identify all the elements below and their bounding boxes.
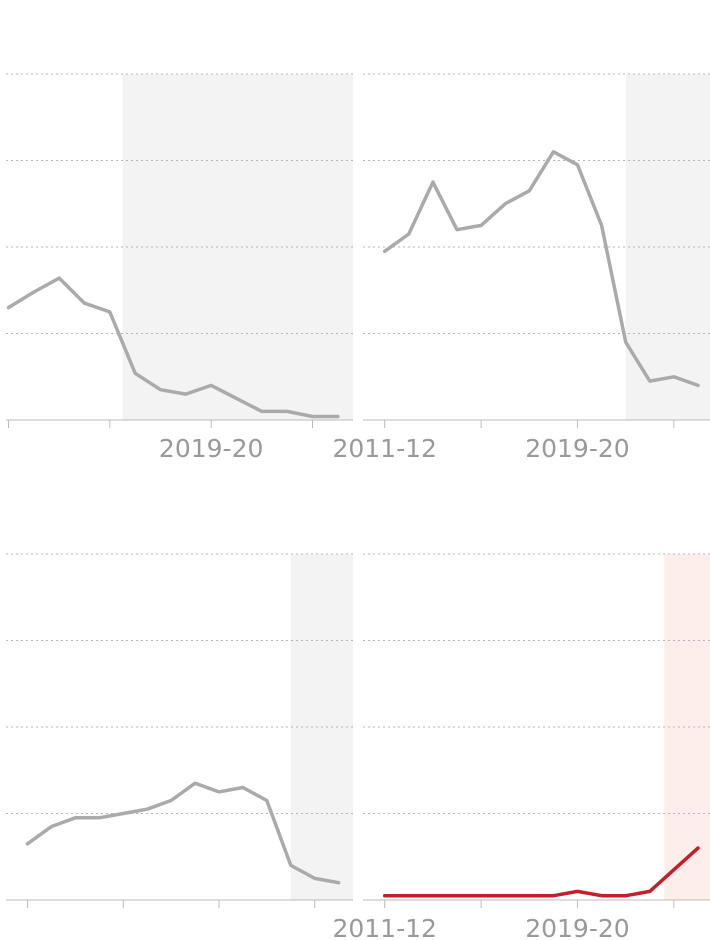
data-point bbox=[383, 894, 386, 897]
data-point bbox=[313, 877, 316, 880]
data-point bbox=[336, 415, 339, 418]
data-point bbox=[265, 799, 268, 802]
x-tick-label: 2019-20 bbox=[159, 434, 263, 463]
projection-shade bbox=[664, 554, 710, 900]
series-line bbox=[382, 150, 700, 388]
data-point bbox=[260, 410, 263, 413]
x-tick-label: 2019-20 bbox=[525, 914, 629, 940]
data-point bbox=[600, 224, 603, 227]
data-point bbox=[576, 890, 579, 893]
data-point bbox=[672, 868, 675, 871]
data-point bbox=[134, 372, 137, 375]
data-point bbox=[184, 393, 187, 396]
data-point bbox=[337, 881, 340, 884]
data-point bbox=[504, 202, 507, 205]
data-point bbox=[480, 894, 483, 897]
data-point bbox=[648, 890, 651, 893]
chart-panel-2: 2011-12 2019-20 bbox=[332, 73, 710, 463]
data-point bbox=[210, 384, 213, 387]
data-point bbox=[217, 790, 220, 793]
data-point bbox=[672, 375, 675, 378]
data-point bbox=[407, 233, 410, 236]
data-point bbox=[383, 250, 386, 253]
data-point bbox=[58, 277, 61, 280]
chart-panel-3 bbox=[6, 553, 353, 908]
data-point bbox=[528, 189, 531, 192]
data-point bbox=[648, 380, 651, 383]
chart-panel-4: 2011-12 2019-20 bbox=[332, 553, 710, 940]
data-point bbox=[407, 894, 410, 897]
data-point bbox=[122, 812, 125, 815]
x-tick-label: 2019-20 bbox=[525, 434, 629, 463]
data-point bbox=[289, 864, 292, 867]
data-point bbox=[455, 228, 458, 231]
data-point bbox=[108, 310, 111, 313]
x-tick-label: 2011-12 bbox=[332, 434, 436, 463]
data-point bbox=[552, 894, 555, 897]
data-point bbox=[455, 894, 458, 897]
data-point bbox=[32, 290, 35, 293]
data-point bbox=[235, 397, 238, 400]
data-point bbox=[311, 415, 314, 418]
data-point bbox=[241, 786, 244, 789]
data-point bbox=[480, 224, 483, 227]
x-tick-label: 2011-12 bbox=[332, 914, 436, 940]
data-point bbox=[146, 808, 149, 811]
chart-panel-1: 2019-20 bbox=[6, 73, 353, 463]
data-point bbox=[194, 782, 197, 785]
data-point bbox=[696, 384, 699, 387]
data-point bbox=[431, 181, 434, 184]
data-point bbox=[600, 894, 603, 897]
data-point bbox=[74, 816, 77, 819]
series-line bbox=[382, 846, 700, 898]
data-point bbox=[528, 894, 531, 897]
data-point bbox=[624, 341, 627, 344]
data-point bbox=[50, 825, 53, 828]
data-point bbox=[552, 150, 555, 153]
data-point bbox=[286, 410, 289, 413]
data-point bbox=[696, 847, 699, 850]
series-line bbox=[6, 276, 340, 419]
data-point bbox=[576, 163, 579, 166]
series-line bbox=[25, 781, 341, 885]
data-point bbox=[159, 388, 162, 391]
data-point bbox=[26, 842, 29, 845]
data-point bbox=[504, 894, 507, 897]
data-point bbox=[431, 894, 434, 897]
data-point bbox=[83, 302, 86, 305]
data-point bbox=[170, 799, 173, 802]
data-point bbox=[7, 306, 10, 309]
data-point bbox=[98, 816, 101, 819]
data-point bbox=[624, 894, 627, 897]
